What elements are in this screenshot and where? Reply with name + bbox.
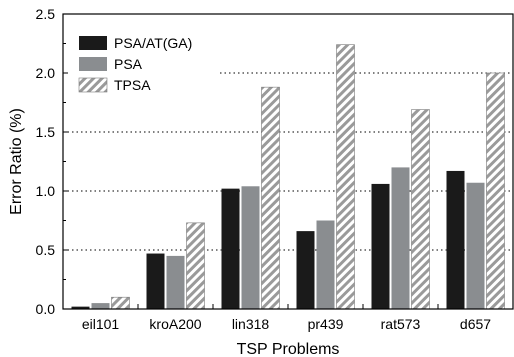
legend-label: TPSA (114, 77, 151, 93)
x-tick-label: d657 (460, 316, 491, 332)
x-tick-label: rat573 (381, 316, 421, 332)
legend-swatch-tpsa (78, 77, 108, 93)
x-tick-label: lin318 (232, 316, 270, 332)
y-tick-label: 1.0 (36, 183, 56, 199)
legend: PSA/AT(GA) PSA TPSA (78, 35, 192, 93)
x-tick-label: eil101 (82, 316, 120, 332)
bar-psa-d657 (466, 182, 485, 309)
legend-label: PSA/AT(GA) (114, 35, 192, 51)
y-axis-label: Error Ratio (%) (8, 108, 25, 215)
y-tick-label: 2.5 (36, 6, 56, 22)
legend-swatch-psa-at-ga- (79, 36, 107, 50)
bar-tpsa-eil101 (111, 296, 130, 310)
bar-tpsa-pr439 (336, 44, 355, 310)
y-tick-label: 0.0 (36, 301, 56, 317)
bar-psa-at-ga--d657 (446, 170, 465, 309)
bars (71, 44, 505, 310)
bar-psa-pr439 (316, 220, 335, 309)
bar-psa-at-ga--eil101 (71, 306, 90, 309)
y-axis: 0.0 0.5 1.0 1.5 2.0 2.5 (36, 6, 68, 317)
x-axis: eil101 kroA200 lin318 pr439 rat573 d657 (82, 304, 491, 332)
bar-tpsa-rat573 (411, 109, 430, 310)
y-tick-label: 2.0 (36, 65, 56, 81)
legend-swatch-psa (79, 57, 107, 71)
y-tick-label: 0.5 (36, 242, 56, 258)
x-axis-label: TSP Problems (237, 341, 340, 357)
x-tick-label: kroA200 (149, 316, 201, 332)
bar-psa-rat573 (391, 167, 410, 309)
bar-psa-lin318 (241, 186, 260, 309)
bar-tpsa-d657 (486, 72, 505, 310)
bar-tpsa-kroA200 (186, 222, 205, 310)
bar-psa-at-ga--rat573 (371, 183, 390, 309)
bar-psa-at-ga--lin318 (221, 188, 240, 309)
bar-psa-kroA200 (166, 255, 185, 309)
grid-lines (63, 72, 513, 251)
bar-tpsa-lin318 (261, 86, 280, 310)
bar-psa-eil101 (91, 303, 110, 309)
legend-label: PSA (114, 56, 143, 72)
bar-psa-at-ga--kroA200 (146, 253, 165, 309)
y-tick-label: 1.5 (36, 124, 56, 140)
x-tick-label: pr439 (308, 316, 344, 332)
bar-psa-at-ga--pr439 (296, 231, 315, 309)
